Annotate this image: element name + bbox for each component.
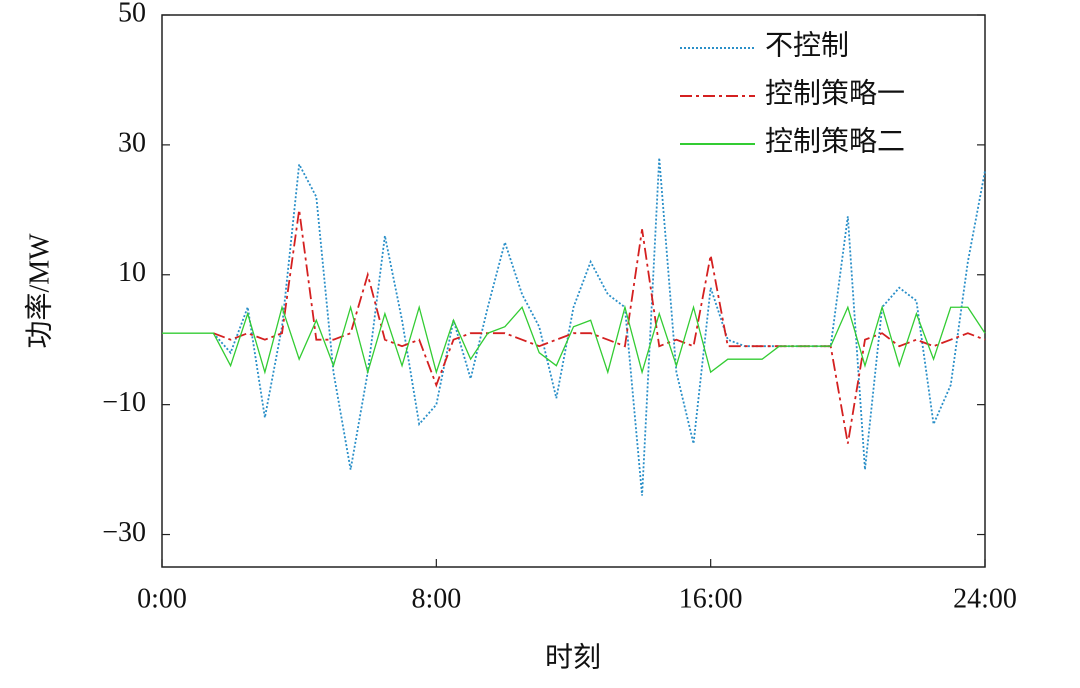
legend-label: 控制策略一: [765, 77, 905, 109]
y-tick-label: 50: [118, 0, 146, 28]
y-tick-label: −10: [102, 387, 146, 418]
x-tick-label: 24:00: [953, 583, 1017, 614]
y-tick-label: −30: [102, 517, 146, 548]
legend-label: 控制策略二: [765, 125, 905, 157]
x-axis-label: 时刻: [545, 641, 601, 673]
x-tick-label: 0:00: [137, 583, 187, 614]
series-line: [162, 304, 986, 375]
x-tick-label: 16:00: [679, 583, 743, 614]
y-tick-label: 10: [118, 257, 146, 288]
y-axis-label: 功率/MW: [23, 233, 55, 349]
plot-frame: [161, 14, 986, 568]
series-line: [212, 157, 986, 496]
x-tick-label: 8:00: [411, 583, 461, 614]
legend-label: 不控制: [765, 29, 849, 61]
y-tick-label: 30: [118, 127, 146, 158]
